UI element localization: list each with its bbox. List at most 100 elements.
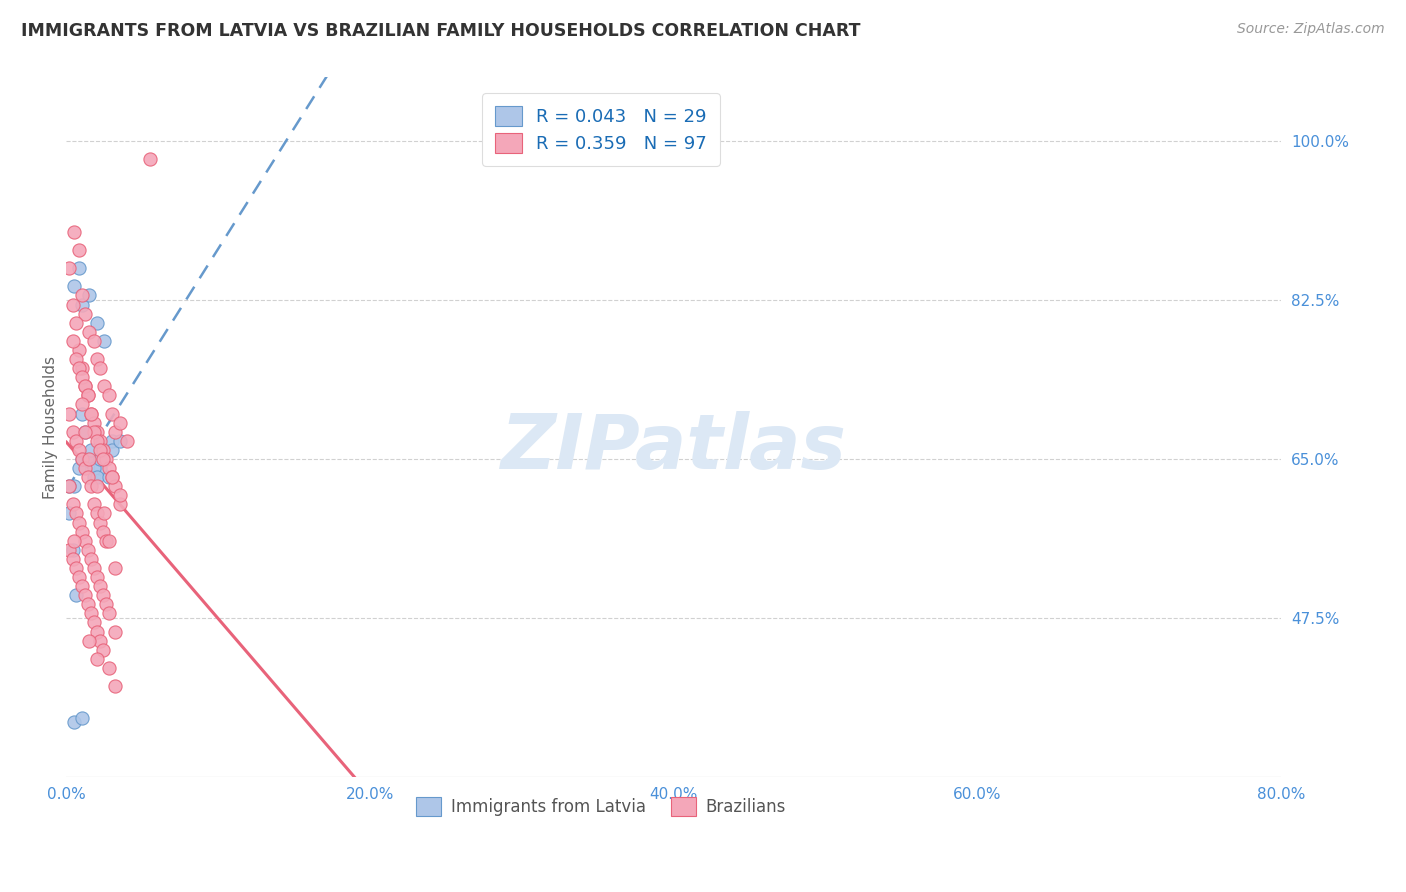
Point	[93, 379, 115, 393]
Point	[101, 470, 124, 484]
Point	[65, 351, 87, 366]
Point	[76, 470, 98, 484]
Point	[58, 261, 80, 276]
Point	[70, 452, 93, 467]
Point	[80, 407, 103, 421]
Point	[104, 624, 127, 639]
Point	[63, 279, 86, 293]
Point	[101, 407, 124, 421]
Legend: Immigrants from Latvia, Brazilians: Immigrants from Latvia, Brazilians	[408, 789, 794, 824]
Point	[67, 243, 90, 257]
Point	[77, 452, 100, 467]
Point	[73, 533, 96, 548]
Point	[89, 361, 111, 376]
Point	[91, 588, 114, 602]
Point	[67, 261, 90, 276]
Point	[86, 351, 108, 366]
Point	[108, 497, 131, 511]
Point	[67, 570, 90, 584]
Point	[86, 570, 108, 584]
Point	[86, 652, 108, 666]
Point	[63, 225, 86, 239]
Point	[86, 479, 108, 493]
Point	[80, 442, 103, 457]
Point	[86, 624, 108, 639]
Point	[76, 388, 98, 402]
Point	[70, 524, 93, 539]
Point	[101, 442, 124, 457]
Point	[73, 379, 96, 393]
Point	[98, 533, 121, 548]
Point	[91, 642, 114, 657]
Point	[67, 461, 90, 475]
Point	[89, 434, 111, 448]
Point	[94, 533, 117, 548]
Point	[80, 607, 103, 621]
Point	[58, 407, 80, 421]
Text: Source: ZipAtlas.com: Source: ZipAtlas.com	[1237, 22, 1385, 37]
Point	[86, 434, 108, 448]
Point	[70, 711, 93, 725]
Point	[70, 288, 93, 302]
Point	[58, 479, 80, 493]
Point	[98, 388, 121, 402]
Point	[86, 425, 108, 439]
Point	[93, 334, 115, 348]
Point	[104, 425, 127, 439]
Point	[83, 470, 105, 484]
Point	[70, 579, 93, 593]
Point	[73, 588, 96, 602]
Point	[65, 316, 87, 330]
Point	[86, 507, 108, 521]
Point	[62, 334, 84, 348]
Point	[67, 343, 90, 357]
Point	[80, 552, 103, 566]
Point	[83, 615, 105, 630]
Point	[139, 152, 162, 166]
Point	[65, 588, 87, 602]
Point	[70, 397, 93, 411]
Point	[94, 452, 117, 467]
Point	[58, 479, 80, 493]
Point	[98, 661, 121, 675]
Point	[108, 416, 131, 430]
Point	[89, 633, 111, 648]
Point	[89, 516, 111, 530]
Point	[62, 552, 84, 566]
Point	[104, 561, 127, 575]
Point	[94, 597, 117, 611]
Point	[104, 479, 127, 493]
Point	[101, 470, 124, 484]
Point	[73, 307, 96, 321]
Point	[70, 452, 93, 467]
Point	[98, 470, 121, 484]
Point	[63, 715, 86, 730]
Point	[65, 561, 87, 575]
Point	[77, 325, 100, 339]
Point	[70, 370, 93, 384]
Point	[86, 316, 108, 330]
Point	[67, 361, 90, 376]
Point	[91, 452, 114, 467]
Point	[89, 442, 111, 457]
Point	[83, 334, 105, 348]
Point	[62, 497, 84, 511]
Point	[76, 452, 98, 467]
Point	[62, 297, 84, 311]
Y-axis label: Family Households: Family Households	[44, 356, 58, 499]
Point	[80, 479, 103, 493]
Point	[73, 425, 96, 439]
Point	[83, 416, 105, 430]
Point	[70, 297, 93, 311]
Point	[83, 497, 105, 511]
Point	[89, 452, 111, 467]
Point	[62, 425, 84, 439]
Point	[89, 579, 111, 593]
Point	[93, 507, 115, 521]
Point	[63, 479, 86, 493]
Point	[104, 679, 127, 693]
Point	[91, 524, 114, 539]
Point	[76, 542, 98, 557]
Point	[67, 442, 90, 457]
Point	[62, 542, 84, 557]
